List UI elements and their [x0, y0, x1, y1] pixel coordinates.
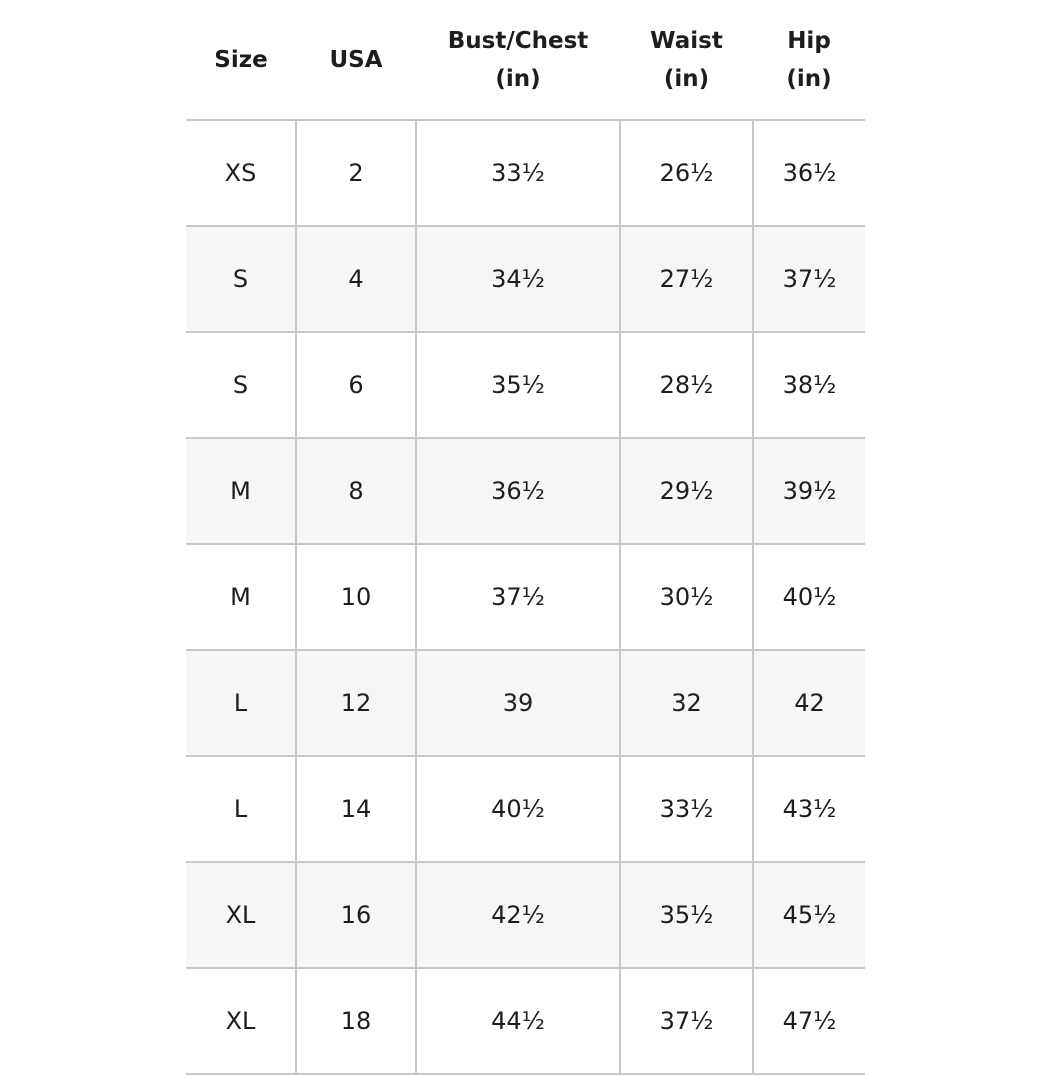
- cell-size: XL: [186, 968, 296, 1075]
- cell-bust: 34½: [415, 226, 620, 333]
- cell-waist: 37½: [619, 968, 753, 1075]
- header-unit: (in): [663, 65, 710, 92]
- cell-usa: 10: [295, 544, 416, 651]
- cell-hip: 47½: [752, 968, 865, 1075]
- cell-usa: 6: [295, 332, 416, 439]
- table-row: M 10 37½ 30½ 40½: [186, 544, 865, 651]
- cell-usa: 12: [295, 650, 416, 757]
- header-label: USA: [329, 46, 383, 73]
- cell-hip: 45½: [752, 862, 865, 969]
- cell-bust: 40½: [415, 756, 620, 863]
- cell-waist: 26½: [619, 120, 753, 227]
- cell-size: M: [186, 544, 296, 651]
- cell-hip: 38½: [752, 332, 865, 439]
- cell-bust: 36½: [415, 438, 620, 545]
- table-row: L 12 39 32 42: [186, 650, 865, 757]
- table-row: XL 18 44½ 37½ 47½: [186, 968, 865, 1075]
- cell-hip: 39½: [752, 438, 865, 545]
- cell-waist: 27½: [619, 226, 753, 333]
- cell-size: S: [186, 332, 296, 439]
- header-waist: Waist (in): [620, 0, 753, 121]
- cell-waist: 29½: [619, 438, 753, 545]
- cell-usa: 2: [295, 120, 416, 227]
- cell-bust: 37½: [415, 544, 620, 651]
- cell-waist: 30½: [619, 544, 753, 651]
- cell-size: L: [186, 650, 296, 757]
- table-row: S 6 35½ 28½ 38½: [186, 332, 865, 439]
- cell-waist: 35½: [619, 862, 753, 969]
- cell-size: XL: [186, 862, 296, 969]
- cell-size: XS: [186, 120, 296, 227]
- header-unit: (in): [495, 65, 541, 92]
- cell-hip: 40½: [752, 544, 865, 651]
- cell-size: M: [186, 438, 296, 545]
- header-usa: USA: [296, 0, 416, 121]
- table-row: M 8 36½ 29½ 39½: [186, 438, 865, 545]
- cell-usa: 4: [295, 226, 416, 333]
- header-label: Hip: [787, 27, 831, 54]
- cell-size: S: [186, 226, 296, 333]
- cell-bust: 39: [415, 650, 620, 757]
- table-row: XS 2 33½ 26½ 36½: [186, 120, 865, 227]
- cell-waist: 33½: [619, 756, 753, 863]
- header-size: Size: [186, 0, 296, 121]
- header-bust: Bust/Chest (in): [416, 0, 620, 121]
- header-hip: Hip (in): [753, 0, 865, 121]
- cell-hip: 43½: [752, 756, 865, 863]
- cell-hip: 36½: [752, 120, 865, 227]
- cell-bust: 42½: [415, 862, 620, 969]
- cell-usa: 18: [295, 968, 416, 1075]
- header-unit: (in): [786, 65, 832, 92]
- table-row: XL 16 42½ 35½ 45½: [186, 862, 865, 969]
- cell-waist: 28½: [619, 332, 753, 439]
- size-chart-table: Size USA Bust/Chest (in) Waist (in) Hip (in…: [186, 0, 865, 1075]
- header-label: Size: [214, 46, 268, 73]
- table-row: L 14 40½ 33½ 43½: [186, 756, 865, 863]
- cell-bust: 35½: [415, 332, 620, 439]
- cell-usa: 16: [295, 862, 416, 969]
- cell-bust: 44½: [415, 968, 620, 1075]
- header-label: Waist: [650, 27, 723, 54]
- header-label: Bust/Chest: [447, 27, 589, 54]
- cell-bust: 33½: [415, 120, 620, 227]
- cell-waist: 32: [619, 650, 753, 757]
- table-row: S 4 34½ 27½ 37½: [186, 226, 865, 333]
- cell-usa: 8: [295, 438, 416, 545]
- header-row: Size USA Bust/Chest (in) Waist (in) Hip (in…: [186, 0, 865, 121]
- cell-size: L: [186, 756, 296, 863]
- cell-usa: 14: [295, 756, 416, 863]
- cell-hip: 42: [752, 650, 865, 757]
- cell-hip: 37½: [752, 226, 865, 333]
